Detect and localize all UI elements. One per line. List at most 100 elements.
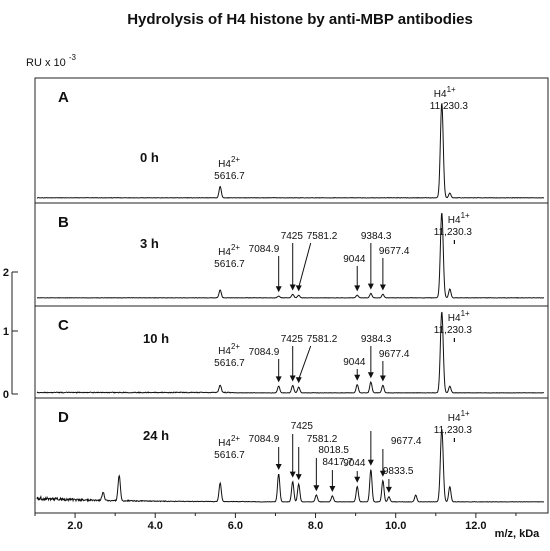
arrow-label-9044: 9044: [343, 357, 366, 368]
arrow-shaft-7581.2: [298, 242, 312, 288]
peak-label-h4-1plus: H41+: [448, 409, 470, 424]
peak-label-h4-1plus: H41+: [448, 309, 470, 324]
arrow-head-7425: [289, 375, 296, 382]
arrow-head-8018.5: [313, 485, 320, 492]
arrow-head-9677.4: [379, 375, 386, 382]
arrow-head-7581.2: [295, 377, 302, 384]
peak-label-h4-2plus: H42+: [218, 243, 240, 258]
arrow-label-7425: 7425: [281, 231, 304, 242]
peak-label-name: H4: [218, 247, 231, 258]
arrow-head-9677.4: [379, 470, 386, 477]
peak-label-name: H4: [448, 215, 461, 226]
x-tick-label-2: 6.0: [228, 520, 243, 532]
peak-label-charge: 2+: [231, 434, 240, 443]
peak-label-name: H4: [448, 313, 461, 324]
y-axis-label-text: RU x 10: [26, 57, 66, 69]
arrow-head-7581.2: [295, 474, 302, 481]
spectrum-trace-B: [36, 212, 545, 299]
peak-label-h4-1plus: H41+: [448, 211, 470, 226]
plot-frame: [34, 77, 549, 514]
panel-time-C: 10 h: [143, 331, 169, 346]
arrow-head-9384.3: [367, 283, 374, 290]
spectrum-trace-C: [36, 311, 545, 394]
label-tick-mark: [453, 438, 455, 442]
peak-label-charge: 2+: [231, 243, 240, 252]
panel-letter-A: A: [58, 89, 69, 106]
peak-label-name: H4: [218, 159, 231, 170]
arrow-head-7425: [289, 471, 296, 478]
arrow-label-9677.4: 9677.4: [379, 349, 410, 360]
panel-letter-B: B: [58, 214, 69, 231]
arrow-label-9384.3: 9384.3: [361, 231, 392, 242]
arrow-head-9833.5: [385, 486, 392, 493]
peak-label-name: H4: [448, 413, 461, 424]
panel-letter-D: D: [58, 409, 69, 426]
peak-label-h4-2plus: H42+: [218, 434, 240, 449]
arrow-label-9384.3: 9384.3: [361, 334, 392, 345]
y-axis-label: RU x 10 -3: [26, 53, 76, 69]
x-tick-label-3: 8.0: [308, 520, 323, 532]
peak-label-charge: 1+: [461, 409, 470, 418]
peak-label-h4-1plus: H41+: [434, 85, 456, 100]
arrow-label-7425: 7425: [291, 421, 314, 432]
chart-title: Hydrolysis of H4 histone by anti-MBP ant…: [127, 11, 473, 28]
arrow-head-7084.9: [275, 376, 282, 383]
arrow-head-7084.9: [275, 286, 282, 293]
arrow-head-9384.3: [367, 372, 374, 379]
arrow-head-9044: [354, 476, 361, 483]
label-tick-mark: [453, 240, 455, 244]
arrow-label-8417.7: 8417.7: [322, 457, 353, 468]
panel-time-B: 3 h: [140, 236, 159, 251]
peak-label-charge: 1+: [461, 309, 470, 318]
peak-label-charge: 2+: [231, 342, 240, 351]
peak-mass-label: 5616.7: [214, 358, 245, 369]
y-tick-label-1: 1: [3, 326, 9, 338]
arrow-label-7425: 7425: [281, 334, 304, 345]
x-tick-label-1: 4.0: [148, 520, 163, 532]
arrow-label-7581.2: 7581.2: [307, 334, 338, 345]
y-tick-label-0: 0: [3, 389, 9, 401]
arrow-head-8417.7: [329, 486, 336, 493]
arrow-head-7084.9: [275, 463, 282, 470]
x-tick-label-4: 10.0: [385, 520, 406, 532]
arrow-label-9044: 9044: [343, 254, 366, 265]
arrow-label-7084.9: 7084.9: [249, 244, 280, 255]
spectrum-trace-A: [36, 103, 545, 199]
arrow-label-9677.4: 9677.4: [379, 246, 410, 257]
peak-label-name: H4: [434, 89, 447, 100]
y-tick-label-2: 2: [3, 267, 9, 279]
peak-label-charge: 2+: [231, 155, 240, 164]
peak-mass-label: 5616.7: [214, 259, 245, 270]
peak-label-name: H4: [218, 438, 231, 449]
peak-mass-label: 5616.7: [214, 450, 245, 461]
panel-time-D: 24 h: [143, 428, 169, 443]
peak-mass-label: 5616.7: [214, 171, 245, 182]
panel-time-A: 0 h: [140, 150, 159, 165]
arrow-head-7581.2: [295, 285, 302, 292]
spectrum-trace-D: [36, 429, 545, 503]
arrow-label-9044: 9044: [343, 458, 366, 469]
arrow-head-9044: [354, 285, 361, 292]
arrow-label-7084.9: 7084.9: [249, 434, 280, 445]
arrow-label-7084.9: 7084.9: [249, 347, 280, 358]
arrow-head-9677.4: [379, 284, 386, 291]
y-axis-label-exponent: -3: [69, 53, 77, 62]
arrow-label-9677.4: 9677.4: [391, 436, 422, 447]
peak-mass-label: 11,230.3: [434, 325, 473, 336]
x-tick-label-0: 2.0: [67, 520, 82, 532]
arrow-label-8018.5: 8018.5: [318, 445, 349, 456]
peak-label-charge: 1+: [461, 211, 470, 220]
x-tick-label-5: 12.0: [465, 520, 486, 532]
peak-label-h4-2plus: H42+: [218, 155, 240, 170]
arrow-head-7425: [289, 284, 296, 291]
arrow-head-9384.3: [367, 459, 374, 466]
arrow-shaft-7581.2: [298, 345, 312, 380]
arrow-label-9833.5: 9833.5: [383, 466, 414, 477]
peak-label-h4-2plus: H42+: [218, 342, 240, 357]
panel-letter-C: C: [58, 317, 69, 334]
arrow-label-7581.2: 7581.2: [307, 434, 338, 445]
peak-label-charge: 1+: [447, 85, 456, 94]
peak-mass-label: 11,230.3: [434, 425, 473, 436]
arrow-label-7581.2: 7581.2: [307, 231, 338, 242]
